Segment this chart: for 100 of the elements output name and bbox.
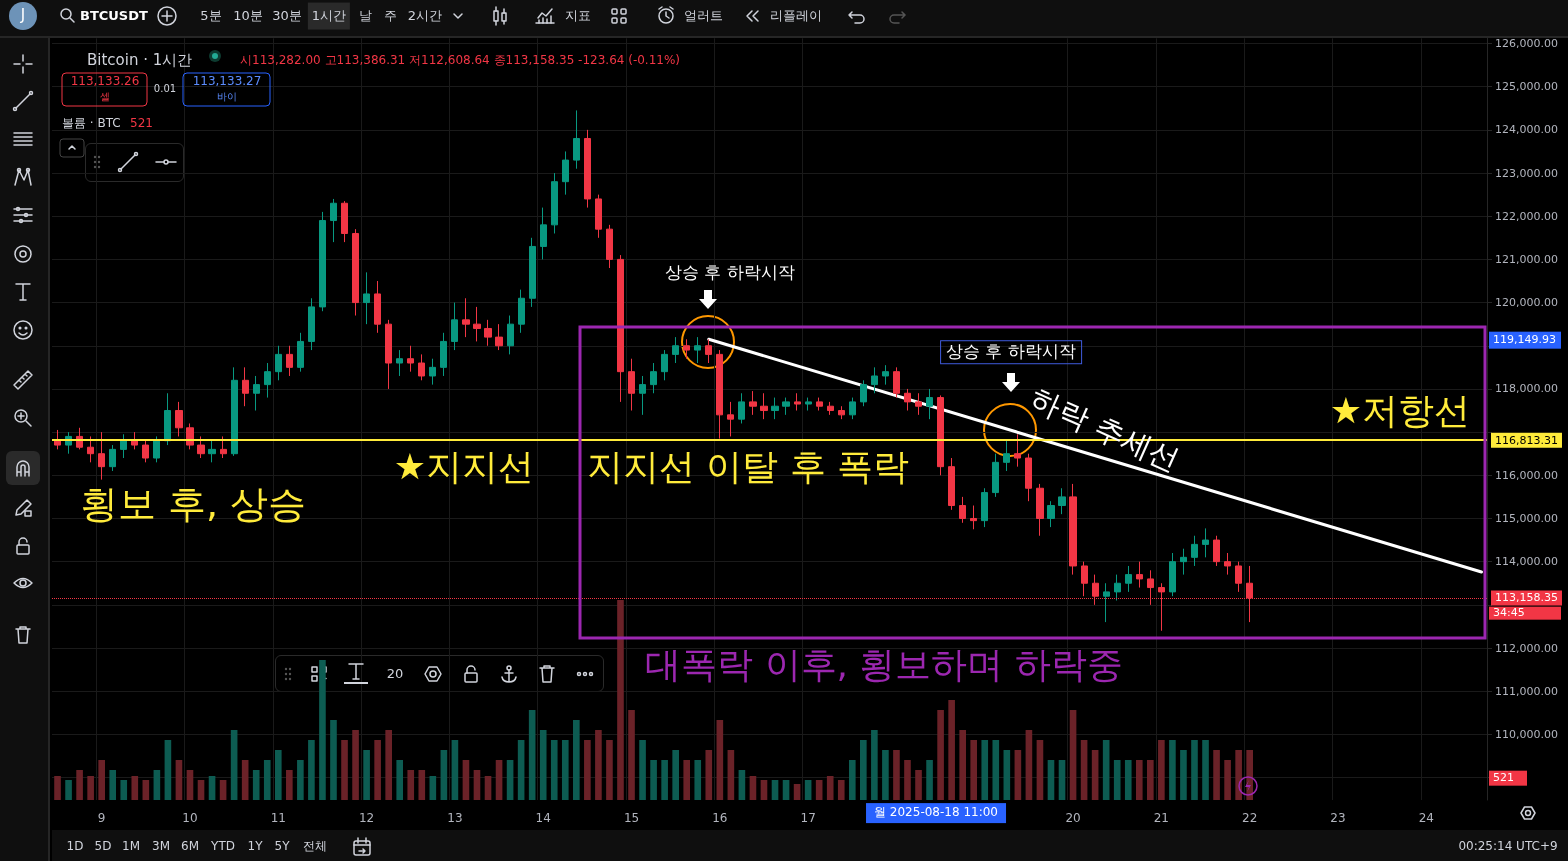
candlestick <box>1003 440 1010 472</box>
candlestick <box>1136 561 1143 589</box>
annotation: 113,133.26 <box>70 74 140 89</box>
candlestick <box>849 397 856 420</box>
candlestick <box>1103 582 1110 623</box>
bar <box>418 770 426 800</box>
bar <box>1047 760 1055 800</box>
candlestick <box>882 364 889 386</box>
bar <box>584 740 591 800</box>
x-tick-label: 17 <box>800 811 816 825</box>
bar <box>904 760 911 800</box>
candlestick <box>286 345 293 377</box>
text: 전체 <box>303 839 327 854</box>
text: 30분 <box>272 7 302 24</box>
candlestick <box>484 319 492 347</box>
candlestick <box>87 435 94 463</box>
x-tick-label: 11 <box>270 811 286 825</box>
candlestick <box>683 338 690 360</box>
candlestick <box>473 306 481 342</box>
y-tick-label: 122,000.00 <box>1495 209 1558 223</box>
bar <box>1246 750 1253 800</box>
bar <box>1202 740 1209 800</box>
text: 1시간 <box>307 2 351 30</box>
text: J <box>20 6 26 25</box>
bar <box>263 760 271 800</box>
candlestick <box>341 200 348 243</box>
candlestick <box>540 207 547 260</box>
candlestick <box>308 297 315 351</box>
candlestick <box>1069 483 1077 576</box>
bar <box>1080 740 1088 800</box>
candlestick <box>153 435 160 463</box>
candlestick <box>220 435 227 459</box>
annotation: ★저항선 <box>1329 390 1471 432</box>
y-tick-label: 120,000.00 <box>1495 296 1558 310</box>
candlestick <box>396 349 403 377</box>
bar <box>286 770 293 800</box>
annotation: 셀 <box>100 91 110 103</box>
x-tick-label: 23 <box>1330 811 1346 825</box>
candlestick <box>816 397 823 412</box>
bar <box>970 740 978 800</box>
bar <box>484 776 492 800</box>
candlestick <box>617 254 624 403</box>
candlestick <box>992 453 999 498</box>
bar <box>617 600 624 800</box>
bar <box>396 760 404 800</box>
bar <box>76 770 83 800</box>
bar <box>473 770 481 800</box>
bar <box>871 730 878 800</box>
x-tick-label: 20 <box>1065 811 1081 825</box>
bar <box>109 770 117 800</box>
text: 시113,282.00 고113,386.31 저112,608.64 종113,158.35 -123.64 (-0.11%) <box>240 53 681 67</box>
bar <box>550 740 558 800</box>
candlestick <box>164 392 171 446</box>
bar <box>573 720 580 800</box>
candlestick <box>385 319 392 390</box>
bar <box>760 780 768 800</box>
y-tick-label: 112,000.00 <box>1495 641 1558 655</box>
candlestick <box>694 336 701 364</box>
ref-line-label: 116,813.31 <box>1495 433 1558 447</box>
candlestick <box>661 349 668 381</box>
text: 34:45 <box>1489 605 1561 620</box>
candlestick <box>606 224 613 269</box>
text: Bitcoin · 1시간 <box>87 50 193 69</box>
candlestick <box>727 401 734 437</box>
bar <box>252 770 260 800</box>
text: 00:25:14 UTC+9 <box>1458 839 1558 854</box>
bar <box>120 780 128 800</box>
bar <box>1069 710 1077 800</box>
bar <box>352 730 359 800</box>
candlestick <box>374 280 381 334</box>
candlestick <box>131 431 138 450</box>
x-tick-label: 16 <box>712 811 728 825</box>
candlestick <box>264 362 271 399</box>
bar <box>606 740 613 800</box>
bar <box>1191 740 1198 800</box>
y-tick-label: 123,000.00 <box>1495 166 1558 180</box>
candlestick <box>1125 565 1132 593</box>
bar <box>219 780 227 800</box>
candlestick <box>738 392 745 424</box>
candlestick <box>639 375 646 416</box>
text: 월 2025-08-18 11:00 <box>866 803 1006 823</box>
candlestick <box>451 302 458 351</box>
candlestick <box>926 388 933 420</box>
bar <box>341 740 348 800</box>
candlestick <box>705 338 712 364</box>
candlestick <box>893 366 900 399</box>
candlestick <box>794 392 801 412</box>
bar <box>705 750 713 800</box>
candlestick <box>1202 527 1209 558</box>
candlestick <box>1224 552 1231 576</box>
candlestick <box>595 194 602 239</box>
bar <box>164 740 172 800</box>
bar <box>319 660 326 800</box>
candlestick <box>297 332 304 373</box>
candlestick <box>319 211 326 312</box>
annotation: 지지선 이탈 후 폭락 <box>586 446 910 488</box>
x-tick-label: 21 <box>1153 811 1170 825</box>
x-tick-label: 10 <box>182 811 198 825</box>
candlestick <box>363 271 370 325</box>
bar <box>992 740 1000 800</box>
